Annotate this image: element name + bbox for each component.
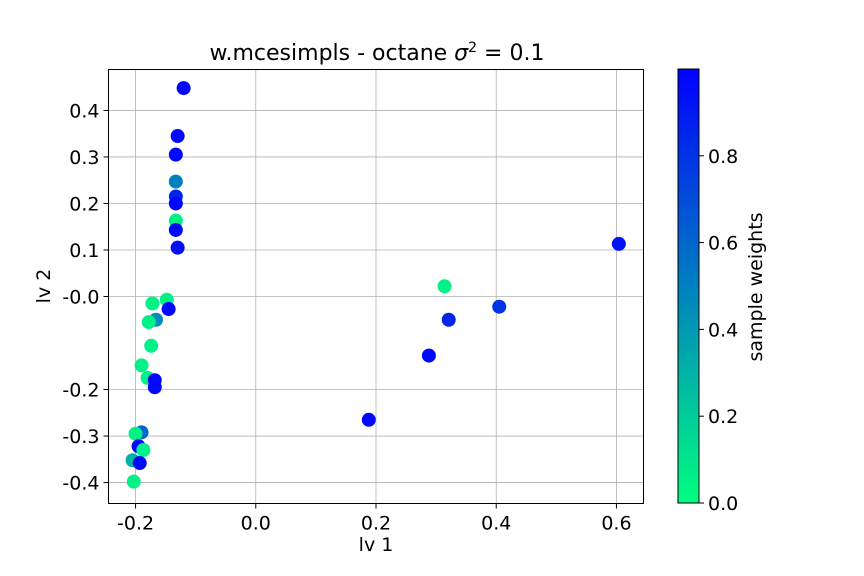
y-axis-ticks: 0.4 0.3 0.2 0.1 -0.0 -0.2 -0.3 -0.4 [62,100,109,495]
data-point [145,296,160,311]
x-tick-label: -0.2 [117,513,154,535]
y-axis-label: lv 2 [33,269,55,304]
x-axis-ticks: -0.2 0.0 0.2 0.4 0.6 [117,503,632,535]
colorbar-tick-label: 0.0 [708,493,738,515]
data-point [170,240,185,255]
y-tick-label: -0.2 [62,380,99,402]
data-point [611,236,626,251]
data-point [128,426,143,441]
colorbar-tick-label: 0.6 [708,233,738,255]
data-point [141,315,156,330]
data-point [144,338,159,353]
colorbar-tick-label: 0.4 [708,319,738,341]
data-point [161,302,176,317]
data-point [492,299,507,314]
colorbar-tick-label: 0.2 [708,406,738,428]
y-tick-label: -0.3 [62,426,99,448]
data-point [147,380,162,395]
y-tick-label: 0.1 [69,240,99,262]
data-point [421,348,436,363]
y-tick-label: -0.4 [62,473,99,495]
x-tick-label: 0.0 [241,513,271,535]
colorbar-ticks: 0.0 0.2 0.4 0.6 0.8 [699,146,738,515]
x-tick-label: 0.6 [601,513,631,535]
data-point [170,129,185,144]
data-point [168,147,183,162]
x-axis-label: lv 1 [359,534,394,556]
data-point [132,456,147,471]
colorbar [678,69,699,503]
colorbar-label: sample weights [745,212,767,361]
data-point [136,443,151,458]
y-tick-label: 0.4 [69,100,99,122]
data-point [134,358,149,373]
colorbar-tick-label: 0.8 [708,146,738,168]
data-point [176,81,191,96]
data-point [168,222,183,237]
data-point [437,279,452,294]
x-tick-label: 0.4 [481,513,511,535]
y-tick-label: -0.0 [62,287,99,309]
chart-title: w.mcesimpls - octane σ2 = 0.1 [210,40,545,66]
data-point [361,412,376,427]
y-tick-label: 0.2 [69,193,99,215]
grid [108,69,644,504]
x-tick-label: 0.2 [361,513,391,535]
data-point [441,312,456,327]
data-point [126,474,141,489]
colorbar-frame [677,68,700,504]
data-points [125,81,626,489]
data-point [168,196,183,211]
data-point [168,174,183,189]
y-tick-label: 0.3 [69,147,99,169]
